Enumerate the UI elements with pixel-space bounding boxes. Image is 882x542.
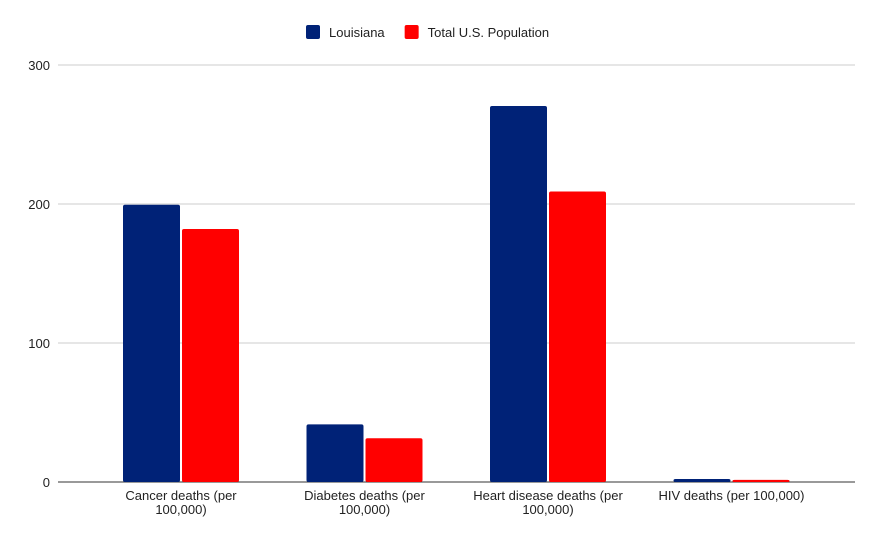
bar-louisiana-1 [306,424,364,482]
bar-total-u-s-population-2 [549,191,606,483]
bar-total-u-s-population-0 [182,229,239,482]
x-tick-label: 100,000) [339,502,390,517]
bar-louisiana-0 [123,204,180,482]
x-tick-label: 100,000) [155,502,206,517]
legend-label: Total U.S. Population [428,25,549,40]
x-tick-label: 100,000) [522,502,573,517]
legend-label: Louisiana [329,25,385,40]
bar-total-u-s-population-3 [732,479,790,482]
x-tick-label: Diabetes deaths (per [304,488,425,503]
y-tick-label: 300 [28,58,50,73]
x-tick-label: Heart disease deaths (per [473,488,623,503]
y-tick-label: 200 [28,197,50,212]
y-tick-label: 100 [28,336,50,351]
legend-swatch [306,25,320,39]
bar-louisiana-3 [673,478,731,482]
y-tick-label: 0 [43,475,50,490]
x-tick-label: Cancer deaths (per [125,488,237,503]
x-tick-label: HIV deaths (per 100,000) [659,488,805,503]
bar-total-u-s-population-1 [365,438,423,482]
bar-louisiana-2 [490,106,547,482]
legend-swatch [404,25,419,39]
